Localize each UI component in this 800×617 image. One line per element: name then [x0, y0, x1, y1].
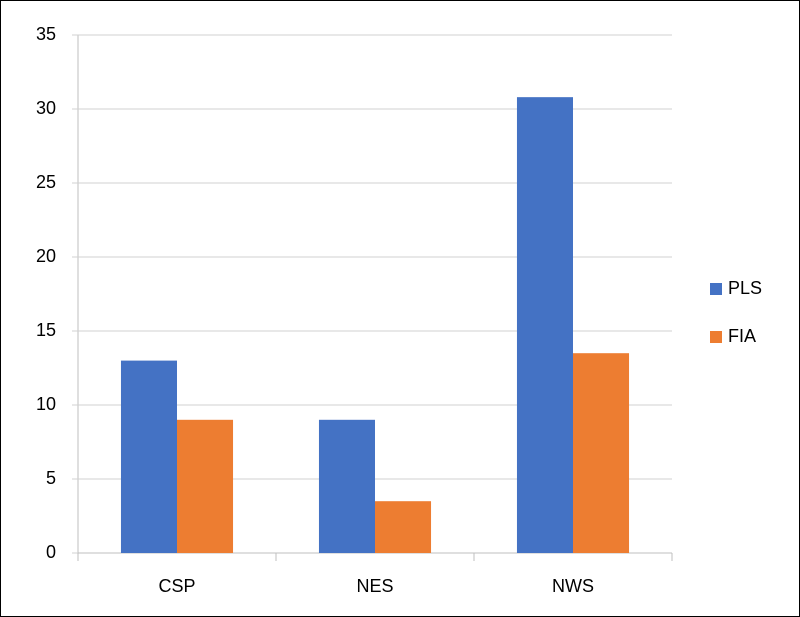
bar	[375, 501, 432, 553]
bar	[318, 419, 375, 553]
bar	[516, 97, 573, 553]
y-tick-label: 20	[36, 246, 56, 266]
bar	[120, 360, 177, 553]
legend-swatch	[710, 283, 722, 295]
x-tick-label: NWS	[552, 576, 594, 596]
y-tick-label: 35	[36, 24, 56, 44]
y-tick-label: 25	[36, 172, 56, 192]
legend-label: FIA	[728, 326, 756, 346]
legend-label: PLS	[728, 278, 762, 298]
bar	[573, 353, 630, 553]
x-tick-label: CSP	[158, 576, 195, 596]
y-tick-label: 0	[46, 542, 56, 562]
x-tick-label: NES	[356, 576, 393, 596]
y-tick-label: 5	[46, 468, 56, 488]
y-tick-label: 15	[36, 320, 56, 340]
y-tick-label: 10	[36, 394, 56, 414]
bar	[177, 419, 234, 553]
y-tick-label: 30	[36, 98, 56, 118]
legend-swatch	[710, 331, 722, 343]
